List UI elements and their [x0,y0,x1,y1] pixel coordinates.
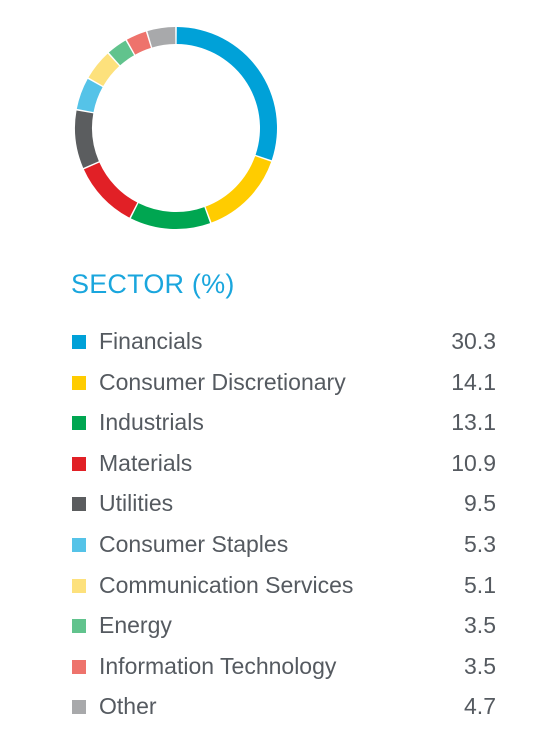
legend-swatch [72,335,86,349]
slice-industrials [130,203,211,229]
legend-label: Utilities [99,490,174,517]
legend-swatch [72,619,86,634]
legend-swatch [72,700,86,715]
legend-row-communication-services: Communication Services 5.1 [72,566,496,607]
legend-label: Consumer Staples [99,530,289,557]
legend-row-consumer-discretionary: Consumer Discretionary 14.1 [72,363,496,404]
legend-row-materials: Materials 10.9 [72,444,496,485]
legend-value: 3.5 [464,652,496,679]
legend-row-utilities: Utilities 9.5 [72,484,496,525]
legend-value: 5.3 [464,530,496,557]
legend-label: Materials [99,449,193,476]
legend-label: Consumer Discretionary [99,368,346,395]
slice-materials [83,162,138,218]
legend-swatch [72,456,86,471]
legend-label: Industrials [99,409,204,436]
legend-swatch [72,659,86,674]
chart-title: SECTOR (%) [71,269,235,299]
legend-row-information-technology: Information Technology 3.5 [72,647,496,688]
legend-swatch [72,497,86,512]
legend-label: Energy [99,612,172,639]
legend-label: Other [99,693,157,720]
legend-row-other: Other 4.7 [72,687,496,728]
legend-row-financials: Financials 30.3 [72,322,496,363]
legend-value: 13.1 [451,409,496,436]
slice-other [147,27,176,48]
legend-label: Information Technology [99,652,337,679]
slice-information-technology [126,31,151,55]
sector-legend: Financials 30.3 Consumer Discretionary 14.1… [72,322,496,728]
legend-swatch [72,375,86,390]
legend-value: 14.1 [451,368,496,395]
slice-consumer-staples [76,78,103,113]
legend-value: 5.1 [464,571,496,598]
legend-row-energy: Energy 3.5 [72,606,496,647]
legend-row-industrials: Industrials 13.1 [72,403,496,444]
legend-label: Communication Services [99,571,354,598]
slice-utilities [75,110,99,168]
legend-row-consumer-staples: Consumer Staples 5.3 [72,525,496,566]
legend-label: Financials [99,328,203,354]
legend-value: 3.5 [464,612,496,639]
slice-financials [176,27,278,161]
slice-communication-services [88,53,120,87]
legend-value: 9.5 [464,490,496,517]
legend-swatch [72,416,86,431]
legend-swatch [72,578,86,593]
legend-value: 10.9 [451,449,496,476]
legend-swatch [72,537,86,552]
legend-value: 30.3 [451,328,496,354]
slice-consumer-discretionary [205,156,272,223]
slice-energy [108,40,135,66]
sector-donut-chart [75,27,278,229]
legend-value: 4.7 [464,693,496,720]
